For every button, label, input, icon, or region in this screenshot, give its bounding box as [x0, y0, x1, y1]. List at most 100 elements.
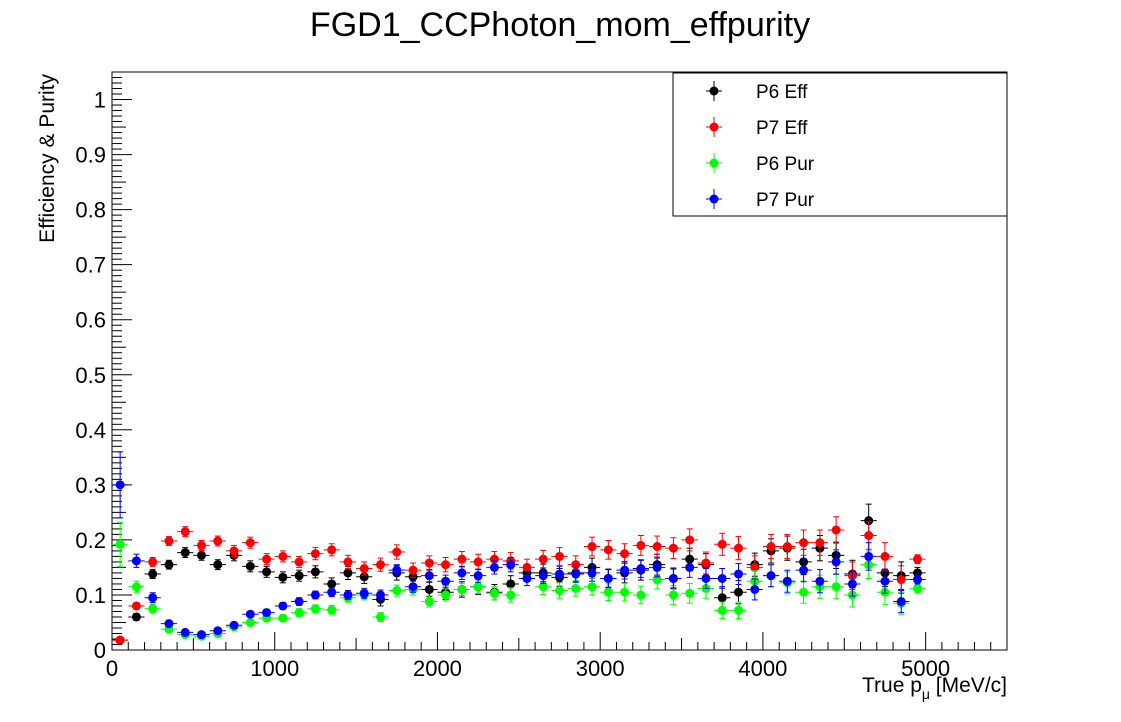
- y-tick-label: 0.5: [75, 363, 106, 388]
- data-point: [441, 560, 451, 570]
- data-point: [473, 557, 483, 567]
- data-point: [831, 582, 841, 592]
- data-point: [652, 542, 662, 552]
- legend-label: P7 Eff: [756, 118, 808, 139]
- data-point: [245, 609, 255, 619]
- data-point: [473, 582, 483, 592]
- x-axis-label: True pμ [MeV/c]: [862, 674, 1007, 702]
- y-tick-label: 0.9: [75, 143, 106, 168]
- data-point: [636, 564, 646, 574]
- series-layer: [112, 451, 926, 645]
- data-point: [148, 593, 158, 603]
- data-point: [359, 572, 369, 582]
- data-point: [815, 538, 825, 548]
- data-point: [294, 571, 304, 581]
- data-point: [213, 560, 223, 570]
- data-point: [571, 569, 581, 579]
- data-point: [197, 630, 206, 640]
- data-point: [864, 516, 874, 526]
- data-point: [685, 562, 695, 572]
- data-point: [652, 575, 662, 585]
- legend-marker: [709, 122, 719, 132]
- y-axis-label: Efficiency & Purity: [36, 74, 59, 243]
- data-point: [734, 605, 743, 615]
- data-point: [180, 627, 190, 637]
- data-point: [213, 536, 223, 546]
- data-point: [343, 568, 353, 578]
- data-point: [782, 542, 792, 552]
- data-point: [294, 557, 304, 567]
- data-point: [603, 587, 613, 597]
- data-point: [245, 617, 255, 627]
- legend-box: [672, 72, 1008, 217]
- data-point: [555, 569, 564, 579]
- data-point: [636, 590, 646, 600]
- data-point: [294, 608, 304, 618]
- data-point: [164, 560, 174, 570]
- data-point: [717, 573, 727, 583]
- data-point: [408, 582, 418, 592]
- data-point: [587, 582, 597, 592]
- data-point: [148, 569, 158, 579]
- data-point: [685, 588, 695, 598]
- data-point: [668, 573, 678, 583]
- legend-marker: [709, 194, 719, 204]
- data-point: [262, 567, 272, 577]
- data-point: [701, 573, 711, 583]
- data-point: [115, 635, 125, 645]
- data-point: [587, 568, 597, 578]
- data-point: [457, 584, 467, 594]
- data-point: [880, 576, 890, 586]
- data-point: [441, 590, 451, 600]
- y-tick-label: 0.3: [75, 473, 106, 498]
- data-point: [327, 545, 337, 555]
- data-point: [864, 551, 874, 561]
- data-point: [913, 583, 922, 593]
- data-point: [164, 536, 174, 546]
- data-point: [457, 568, 467, 578]
- data-point: [197, 550, 206, 560]
- y-axis: 0 0.1 0.2 0.3 0.4 0.5 0.6 0.7 0.8 0.9 1: [75, 71, 132, 663]
- data-point: [359, 588, 369, 598]
- data-point: [148, 604, 158, 614]
- data-point: [278, 613, 288, 623]
- data-point: [376, 612, 385, 622]
- data-point: [782, 576, 792, 586]
- data-point: [620, 565, 630, 575]
- data-point: [213, 626, 223, 636]
- x-tick-label: 4000: [738, 656, 787, 681]
- data-point: [799, 565, 809, 575]
- y-tick-label: 0.7: [75, 253, 106, 278]
- data-point: [734, 587, 743, 597]
- data-point: [620, 549, 630, 559]
- legend-label: P6 Pur: [756, 154, 815, 175]
- plot-border: [111, 71, 1008, 651]
- data-point: [278, 601, 288, 611]
- data-point: [131, 582, 141, 592]
- data-point: [473, 571, 483, 581]
- data-point: [310, 549, 320, 559]
- legend-label: P7 Pur: [756, 190, 815, 211]
- data-point: [376, 560, 385, 570]
- data-point: [131, 612, 141, 622]
- data-point: [392, 547, 402, 557]
- data-point: [424, 571, 434, 581]
- data-point: [489, 562, 499, 572]
- data-point: [880, 551, 890, 561]
- data-point: [538, 571, 548, 581]
- x-axis-label-sub: μ: [922, 686, 930, 702]
- data-point: [799, 538, 809, 548]
- data-point: [717, 539, 727, 549]
- chart-title: FGD1_CCPhoton_mom_effpurity: [310, 6, 810, 44]
- data-point: [652, 562, 662, 572]
- x-tick-label: 3000: [576, 656, 625, 681]
- data-point: [913, 554, 922, 564]
- data-point: [506, 560, 516, 570]
- data-point: [115, 539, 125, 549]
- data-point: [734, 543, 743, 553]
- data-point: [766, 542, 776, 552]
- data-point: [750, 584, 760, 594]
- data-point: [603, 573, 613, 583]
